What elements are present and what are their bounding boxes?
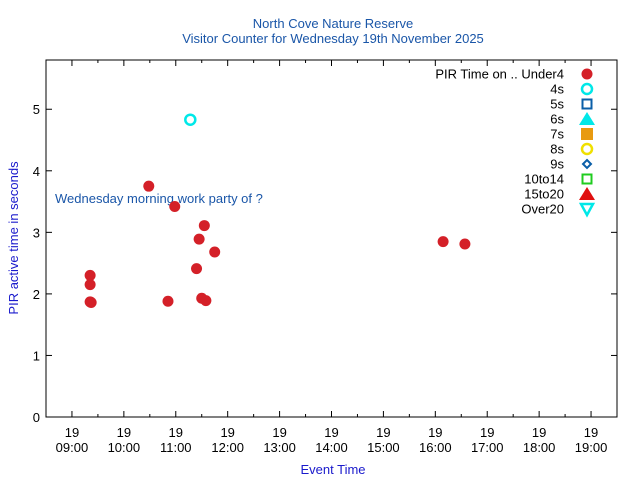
legend-entry-label: 8s — [550, 142, 564, 157]
x-axis-label: Event Time — [300, 462, 365, 477]
legend-entry-label: 6s — [550, 112, 564, 127]
legend-marker — [581, 98, 593, 110]
data-point — [437, 236, 449, 248]
y-axis-label: PIR active time in seconds — [6, 161, 21, 315]
y-tick-label: 0 — [33, 410, 40, 425]
data-point — [184, 113, 197, 126]
legend-entry-label: 7s — [550, 127, 564, 142]
x-tick-day-label: 19 — [220, 425, 234, 440]
x-tick-day-label: 19 — [324, 425, 338, 440]
legend-entry-label: Over20 — [521, 202, 564, 217]
data-point — [198, 220, 210, 232]
x-tick-time-label: 09:00 — [56, 440, 89, 455]
data-point — [162, 295, 174, 307]
x-tick-day-label: 19 — [428, 425, 442, 440]
x-tick-day-label: 19 — [480, 425, 494, 440]
x-tick-day-label: 19 — [584, 425, 598, 440]
x-tick-day-label: 19 — [532, 425, 546, 440]
y-tick-label: 1 — [33, 348, 40, 363]
legend-marker — [579, 112, 595, 125]
legend-marker — [580, 82, 594, 96]
legend-marker — [578, 202, 596, 218]
chart-subtitle: Visitor Counter for Wednesday 19th Novem… — [182, 31, 484, 46]
x-tick-time-label: 16:00 — [419, 440, 452, 455]
x-tick-time-label: 15:00 — [367, 440, 400, 455]
data-point — [85, 297, 97, 309]
legend-marker — [581, 128, 593, 140]
x-tick-time-label: 14:00 — [315, 440, 348, 455]
data-point — [459, 238, 471, 250]
y-tick-label: 5 — [33, 102, 40, 117]
x-tick-day-label: 19 — [169, 425, 183, 440]
y-tick-label: 4 — [33, 164, 40, 179]
data-point — [84, 279, 96, 291]
y-tick-label: 2 — [33, 287, 40, 302]
chart-title: North Cove Nature Reserve — [253, 16, 413, 31]
x-tick-day-label: 19 — [65, 425, 79, 440]
x-tick-day-label: 19 — [117, 425, 131, 440]
x-tick-time-label: 13:00 — [263, 440, 296, 455]
legend-marker — [581, 158, 593, 170]
y-tick-label: 3 — [33, 225, 40, 240]
legend-entry-label: 5s — [550, 97, 564, 112]
legend-marker — [581, 68, 593, 80]
data-point — [200, 295, 212, 307]
data-point — [191, 263, 203, 275]
x-tick-day-label: 19 — [272, 425, 286, 440]
data-points — [84, 113, 471, 309]
chart-annotation: Wednesday morning work party of ? — [55, 191, 263, 206]
legend-marker — [579, 187, 595, 200]
legend: PIR Time on .. Under44s5s6s7s8s9s10to141… — [435, 67, 596, 218]
data-point — [209, 246, 221, 258]
legend-marker — [580, 142, 594, 156]
legend-entry-label: 9s — [550, 157, 564, 172]
x-tick-time-label: 10:00 — [108, 440, 141, 455]
x-tick-time-label: 17:00 — [471, 440, 504, 455]
x-tick-time-label: 11:00 — [160, 440, 192, 455]
legend-entry-label: 10to14 — [524, 172, 564, 187]
legend-entry-label: 4s — [550, 82, 564, 97]
x-tick-time-label: 12:00 — [211, 440, 244, 455]
data-point — [143, 180, 155, 192]
plot-frame — [45, 59, 618, 418]
data-point — [193, 233, 205, 245]
data-point — [84, 269, 96, 281]
y-axis: 0 1 2 3 4 5 — [33, 102, 617, 425]
x-axis: 1909:001910:001911:001912:001913:001914:… — [45, 60, 618, 455]
legend-marker — [581, 173, 593, 185]
legend-entry-label: 15to20 — [524, 187, 564, 202]
x-tick-time-label: 19:00 — [575, 440, 608, 455]
legend-entry-label: PIR Time on .. Under4 — [435, 67, 564, 82]
x-tick-time-label: 18:00 — [523, 440, 556, 455]
data-point — [169, 200, 181, 212]
x-tick-day-label: 19 — [376, 425, 390, 440]
